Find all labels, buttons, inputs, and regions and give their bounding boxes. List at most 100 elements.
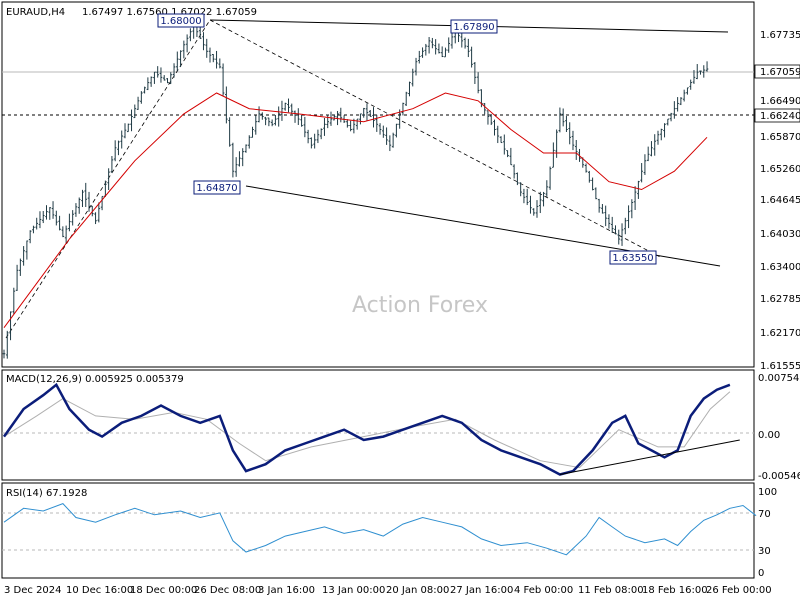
y-tick-label: 1.64030 [760, 229, 800, 240]
candle [372, 107, 375, 128]
y-tick-label: 1.64645 [760, 195, 800, 206]
candle [225, 86, 228, 124]
candle [522, 188, 526, 204]
candle [591, 177, 594, 191]
candle [646, 146, 650, 162]
candle [565, 116, 568, 132]
candle [676, 97, 679, 112]
candle [22, 246, 25, 266]
candle [228, 117, 231, 147]
candle [476, 72, 480, 94]
time-axis: 3 Dec 2024 10 Dec 16:00 18 Dec 00:00 26 … [4, 585, 772, 596]
candle [120, 130, 124, 149]
annotation-high-168000: 1.68000 [157, 13, 205, 28]
candle [486, 110, 490, 125]
candle [617, 229, 621, 245]
candle [440, 46, 444, 58]
candle [316, 129, 320, 144]
macd-trendline [559, 439, 740, 476]
y-tick-label: 1.62785 [760, 294, 800, 305]
candle [323, 118, 326, 136]
macd-signal-line [3, 391, 731, 469]
x-tick-label: 10 Dec 16:00 [66, 585, 133, 596]
candle [640, 163, 643, 183]
candle [633, 186, 637, 210]
candle [359, 113, 362, 125]
candle [71, 210, 74, 226]
candle [408, 81, 411, 97]
price-panel-frame [1, 1, 755, 368]
candle [182, 40, 186, 59]
candle [604, 205, 607, 227]
candle [385, 127, 388, 145]
candle [637, 180, 640, 199]
candle [431, 37, 434, 49]
price-axis: 1.67735 1.67059 1.66490 1.66240 1.65870 … [754, 30, 800, 372]
candle [143, 86, 146, 94]
candle [107, 168, 110, 191]
candle [185, 34, 189, 53]
candle [136, 96, 140, 110]
candle [525, 188, 529, 206]
candle [669, 112, 673, 122]
svg-text:1.67890: 1.67890 [453, 22, 494, 33]
candle [571, 130, 575, 151]
candle [388, 135, 392, 152]
candle [574, 140, 578, 160]
candle [319, 128, 323, 140]
candle [77, 197, 81, 214]
candle [656, 130, 660, 145]
macd-y-tick-label: 0.00 [758, 430, 780, 441]
candle [283, 102, 287, 111]
candle [38, 211, 42, 229]
watermark-text: Action Forex [352, 293, 488, 318]
candle [368, 109, 372, 117]
candle [349, 120, 352, 132]
candle [529, 195, 532, 214]
candle [692, 70, 696, 84]
candle [401, 102, 405, 116]
candle [532, 208, 536, 216]
candle [375, 114, 379, 132]
candle [162, 75, 166, 81]
candle [297, 108, 300, 125]
rsi-title: RSI(14) 67.1928 [6, 488, 87, 499]
annotation-low-164870: 1.64870 [193, 180, 241, 195]
candle [516, 172, 519, 186]
x-tick-label: 3 Dec 2024 [4, 585, 62, 596]
candle [274, 114, 277, 126]
candle [561, 108, 565, 127]
macd-main-line [2, 382, 731, 476]
candle [12, 287, 16, 315]
candle [84, 182, 88, 207]
candle [179, 50, 182, 67]
chart-header-ohlc: 1.67497 1.67560 1.67022 1.67059 [82, 7, 257, 18]
candle [238, 151, 241, 167]
macd-panel-frame [1, 369, 755, 481]
candle [202, 32, 205, 51]
candle [45, 205, 48, 220]
candle [287, 98, 290, 113]
candle [146, 77, 150, 91]
macd-y-tick-label: 0.007546 [758, 373, 800, 384]
candle [166, 78, 169, 84]
candle [695, 64, 699, 80]
candle [705, 61, 709, 72]
candle [552, 142, 555, 168]
candle [293, 110, 297, 123]
candle [584, 163, 588, 173]
candle [58, 215, 61, 231]
candle [659, 128, 663, 141]
candle [447, 37, 451, 53]
candle [35, 217, 38, 230]
candle [205, 38, 209, 58]
x-tick-label: 18 Feb 16:00 [642, 585, 708, 596]
candle [123, 123, 127, 139]
candle [100, 195, 104, 211]
candle [499, 136, 503, 144]
candle [391, 132, 395, 148]
rsi-y-tick-label: 100 [758, 487, 777, 498]
candle [673, 101, 676, 119]
candle [558, 107, 562, 133]
candle [421, 47, 424, 58]
